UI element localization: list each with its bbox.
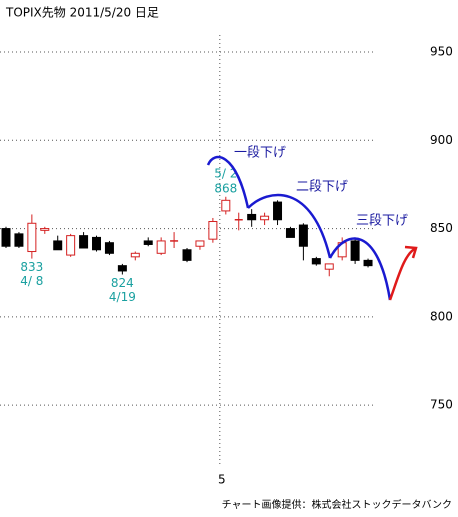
chart-title: TOPIX先物 2011/5/20 日足	[5, 6, 159, 20]
date-annotation: 4/ 8	[20, 274, 43, 288]
x-tick-label: 5	[218, 473, 226, 487]
candle-body	[247, 213, 257, 221]
wave-arc	[328, 237, 392, 301]
candle-body	[350, 240, 360, 261]
wave-label: 三段下げ	[356, 214, 408, 229]
candle-body	[324, 263, 334, 270]
candle-body	[1, 228, 11, 247]
date-annotation: 5/ 2	[214, 166, 237, 180]
candle-body	[311, 258, 321, 265]
candle-body	[92, 236, 102, 251]
candle-body	[182, 249, 192, 261]
price-annotation: 833	[20, 260, 43, 274]
price-annotation: 824	[111, 276, 134, 290]
candle-body	[260, 215, 270, 221]
candle-body	[130, 252, 140, 258]
y-tick-label: 900	[430, 133, 453, 147]
arrow-head	[404, 245, 418, 259]
candle-body	[285, 228, 295, 238]
candle-body	[66, 235, 76, 256]
arrow-line	[388, 246, 417, 301]
candle-body	[53, 240, 63, 251]
y-tick-label: 750	[430, 398, 453, 412]
candle-body	[79, 235, 89, 249]
wave-arc	[206, 155, 250, 209]
candle-body	[156, 240, 166, 254]
candle-body	[363, 259, 373, 267]
date-annotation: 4/19	[109, 290, 136, 304]
candle-body	[27, 222, 37, 253]
candle-body	[298, 224, 308, 247]
candle-body	[208, 221, 218, 240]
y-tick-label: 950	[430, 44, 453, 58]
candle-body	[14, 233, 24, 247]
candle-body	[273, 201, 283, 221]
y-tick-label: 850	[430, 221, 453, 235]
y-tick-label: 800	[430, 309, 453, 323]
candle-body	[117, 265, 127, 272]
wave-arcs	[206, 155, 392, 301]
candle-body	[195, 240, 205, 247]
wave-label: 二段下げ	[296, 180, 348, 195]
up-arrow	[388, 245, 418, 301]
candle-body	[143, 240, 153, 245]
candle-body	[221, 199, 231, 212]
source-credit: チャート画像提供：株式会社ストックデータバンク	[222, 498, 452, 511]
wave-arc	[247, 193, 332, 259]
price-annotation: 868	[214, 181, 237, 195]
candle-body	[104, 242, 114, 254]
wave-label: 一段下げ	[234, 146, 286, 161]
candle-body	[40, 228, 50, 231]
